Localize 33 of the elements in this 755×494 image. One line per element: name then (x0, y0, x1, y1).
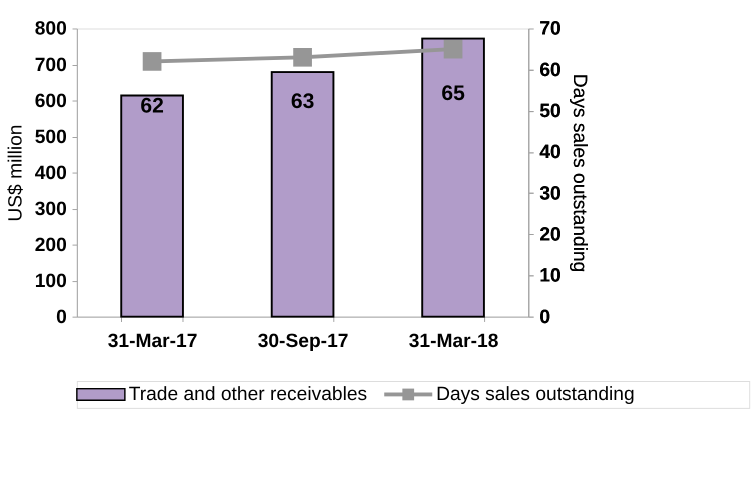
y2-tick-label: 20 (539, 224, 561, 246)
y2-tick-label: 40 (539, 142, 561, 164)
y2-tick-label: 50 (539, 101, 561, 122)
x-tick-label: 31-Mar-18 (408, 330, 499, 352)
legend-label: Days sales outstanding (436, 384, 635, 406)
data-label: 63 (290, 90, 314, 114)
y-tick-label: 300 (34, 198, 67, 220)
y2-tick-label: 70 (539, 18, 561, 40)
y2-tick-label: 0 (539, 306, 550, 328)
bar (421, 38, 485, 318)
y2-tick-label: 10 (539, 266, 561, 287)
y-tick-label: 800 (34, 18, 67, 40)
y-tick-label: 200 (34, 234, 67, 256)
y-tick-label: 500 (34, 126, 67, 148)
data-label: 62 (140, 94, 164, 118)
y2-tick-label: 60 (539, 60, 561, 81)
legend-label: Trade and other receivables (128, 384, 368, 406)
bar (120, 94, 184, 318)
y-tick-label: 0 (56, 306, 67, 328)
y-tick-label: 600 (34, 90, 67, 112)
point (142, 52, 162, 71)
y-tick-label: 100 (34, 270, 67, 292)
y-tick-label: 400 (34, 162, 67, 184)
data-label: 65 (441, 82, 466, 105)
y2-tick-label: 30 (539, 183, 561, 204)
y2-axis-title: Days sales outstanding (569, 74, 590, 272)
point (293, 48, 312, 67)
x-tick-label: 31-Mar-17 (108, 330, 198, 352)
bar (270, 71, 334, 318)
y-tick-label: 700 (34, 54, 67, 76)
y-axis-title: US$ million (5, 124, 26, 222)
point (444, 40, 462, 58)
x-tick-label: 30-Sep-17 (258, 330, 348, 352)
